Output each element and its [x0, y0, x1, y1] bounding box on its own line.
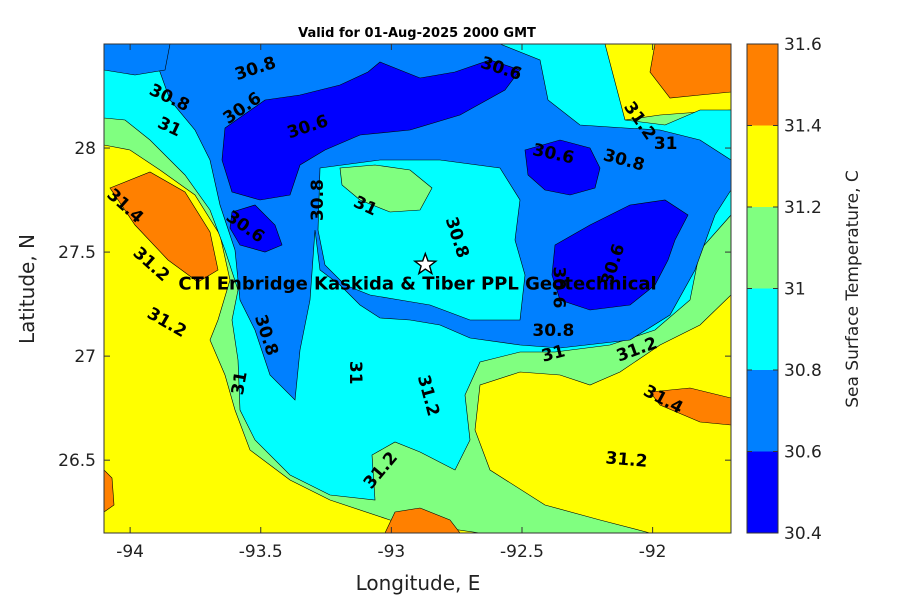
y-axis-label: Latitude, N: [15, 234, 39, 344]
colorbar-segment: [747, 44, 778, 126]
sst-region-30.4-30.6-east: [551, 199, 689, 311]
sst-region-31.4-31.6-west: [109, 171, 219, 283]
x-tick-label: -94: [116, 542, 144, 562]
y-tick-label: 27.5: [58, 243, 96, 263]
sst-region-31-31.2-inner: [339, 164, 433, 213]
x-axis-label: Longitude, E: [356, 571, 481, 595]
sst-region-31.4-31.6-s: [384, 507, 461, 533]
sst-region-30.4-30.6-ne: [524, 139, 601, 196]
sst-region-31.4-31.6-se: [649, 387, 731, 426]
contour-label: 31: [228, 370, 252, 397]
x-tick-label: -92: [639, 542, 667, 562]
x-axis: -94 -93.5 -93 -92.5 -92: [116, 44, 667, 562]
y-tick-label: 28: [74, 139, 96, 159]
colorbar-segment: [747, 207, 778, 289]
colorbar-segment: [747, 288, 778, 370]
colorbar-label: Sea Surface Temperature, C: [843, 170, 863, 408]
contour-label: 30.8: [308, 179, 328, 221]
sst-region-31.2-31.4-east: [474, 294, 731, 533]
colorbar-tick-label: 31.4: [784, 117, 822, 137]
colorbar-tick-label: 31.6: [784, 35, 822, 55]
contour-label: 31: [345, 361, 365, 385]
colorbar-tick-label: 31.2: [784, 198, 822, 218]
contour-label: 31: [654, 134, 678, 154]
sst-region-30.4-30.6-west: [229, 204, 283, 253]
x-tick-label: -92.5: [500, 542, 544, 562]
sst-region-31.4-31.6-sw: [104, 469, 115, 513]
colorbar-segment: [747, 451, 778, 533]
plot-frame: [103, 43, 732, 534]
site-star-marker: [412, 251, 438, 276]
colorbar-tick-label: 30.4: [784, 524, 822, 544]
x-tick-label: -93: [377, 542, 405, 562]
colorbar-segment: [747, 125, 778, 207]
plot-area: 30.8 30.630.8 30.631 30.6 31.230.6 30.83131.4…: [104, 44, 731, 533]
y-axis: 26.5 27 27.5 28: [58, 139, 731, 471]
x-tick-label: -93.5: [239, 542, 283, 562]
y-tick-label: 27: [74, 347, 96, 367]
y-tick-label: 26.5: [58, 451, 96, 471]
colorbar-tick-label: 31: [784, 280, 806, 300]
sst-region-30.6-30.8-west-lobe: [104, 44, 171, 76]
site-annotation: CTI Enbridge Kaskida & Tiber PPL Geotech…: [178, 273, 656, 294]
colorbar-segment: [747, 370, 778, 452]
sst-region-31.4-31.6-ne: [649, 44, 731, 99]
contour-label: 31.2: [605, 448, 649, 472]
colorbar-tick-label: 30.6: [784, 443, 822, 463]
chart-title: Valid for 01-Aug-2025 2000 GMT: [298, 26, 536, 41]
sst-region-30.4-30.6-nw: [221, 59, 521, 201]
colorbar: 30.4 30.6 30.8 31 31.2 31.4 31.6: [746, 35, 822, 544]
contour-label: 30.8: [532, 321, 574, 341]
contour-label: 30.6: [549, 266, 569, 308]
colorbar-tick-label: 30.8: [784, 361, 822, 381]
